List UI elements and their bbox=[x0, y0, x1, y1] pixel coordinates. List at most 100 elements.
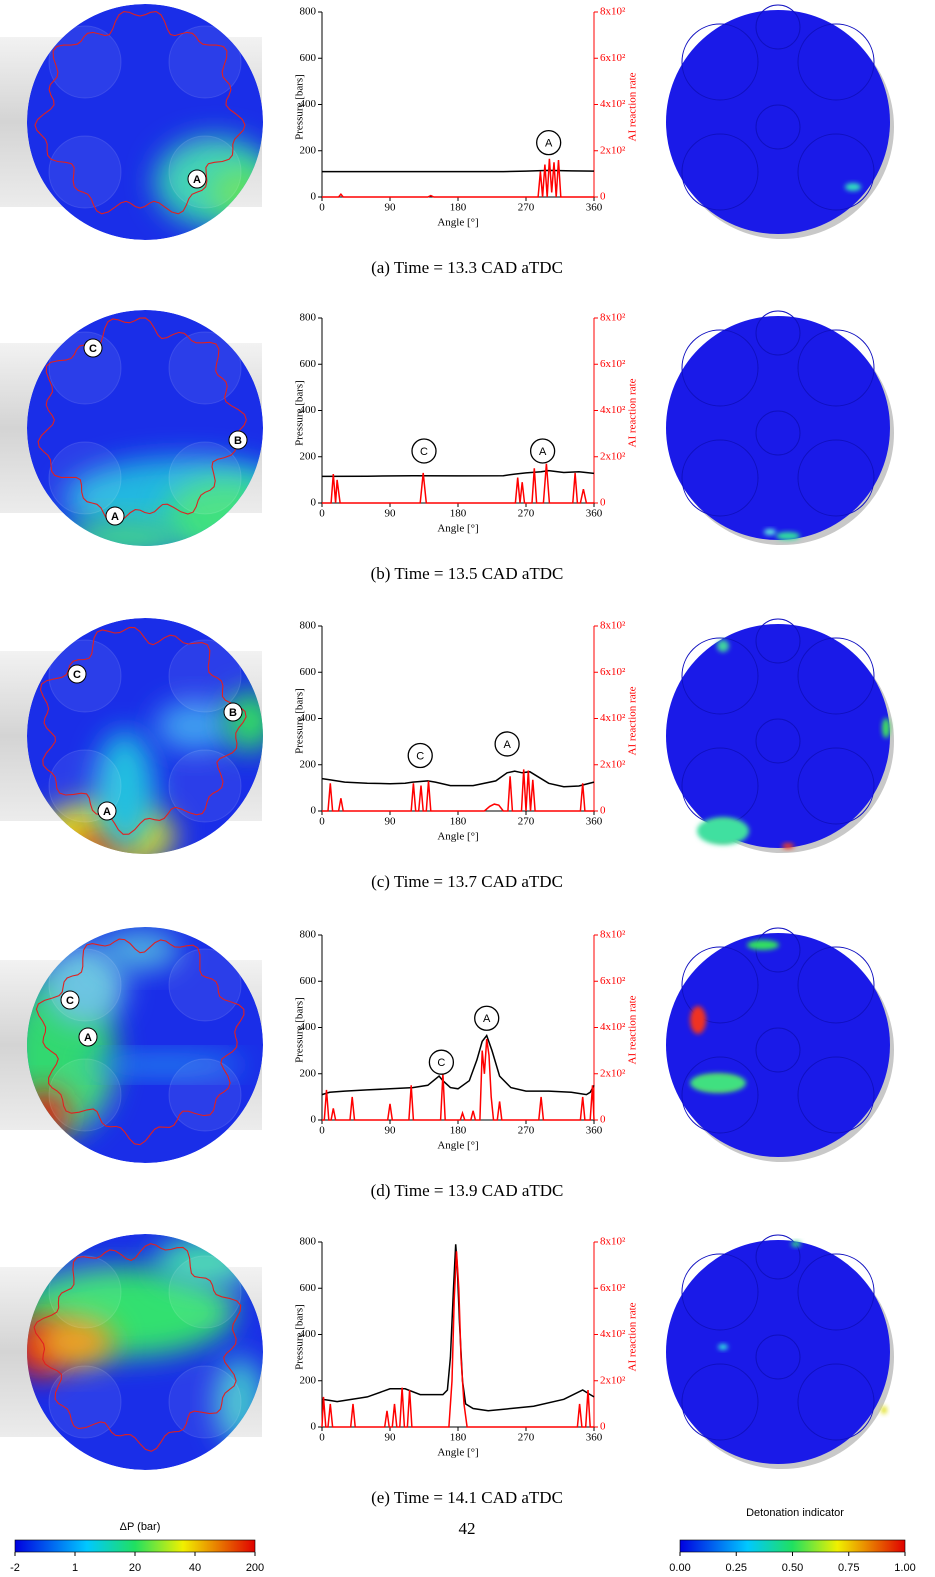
caption: (a) Time = 13.3 CAD aTDC bbox=[371, 258, 563, 277]
series-line bbox=[321, 770, 595, 788]
y-tick-label: 600 bbox=[300, 1282, 317, 1294]
label-marker bbox=[223, 702, 243, 722]
y-tick-label: 200 bbox=[300, 144, 317, 156]
pressure-field bbox=[27, 618, 263, 854]
annotation: A bbox=[545, 138, 553, 150]
flame-contour bbox=[34, 11, 246, 215]
image-label: C bbox=[89, 343, 97, 355]
colorbar-tick-label: 20 bbox=[129, 1562, 141, 1574]
y2-tick-label: 6x10² bbox=[600, 1282, 626, 1294]
image-label: A bbox=[111, 511, 119, 523]
y-axis-label: Pressure [bars] bbox=[294, 380, 306, 446]
valve-outline bbox=[48, 441, 122, 515]
annotation: A bbox=[503, 739, 511, 751]
flame-contour bbox=[37, 317, 247, 525]
field-blob bbox=[95, 731, 155, 851]
annotation: A bbox=[483, 1013, 491, 1025]
y2-tick-label: 6x10² bbox=[600, 358, 626, 370]
series-line bbox=[322, 1038, 595, 1121]
colorbar bbox=[14, 1539, 256, 1553]
x-tick-label: 0 bbox=[319, 816, 325, 828]
y2-tick-label: 6x10² bbox=[600, 666, 626, 678]
valve-outline bbox=[48, 1365, 122, 1439]
x-tick-label: 0 bbox=[319, 1125, 325, 1137]
x-tick-label: 90 bbox=[385, 1432, 397, 1444]
annotation-circle bbox=[529, 438, 556, 464]
flame-contour bbox=[35, 938, 245, 1146]
x-axis-label: Angle [°] bbox=[437, 1140, 478, 1152]
y-tick-label: 200 bbox=[300, 450, 317, 462]
colorbar-tick-label: 1 bbox=[72, 1562, 78, 1574]
colorbar-tick-label: 0.50 bbox=[782, 1562, 803, 1574]
pressure-field bbox=[27, 310, 263, 546]
x-axis-label: Angle [°] bbox=[437, 831, 478, 843]
y-tick-label: 800 bbox=[300, 929, 317, 941]
detonation-spot bbox=[776, 532, 800, 540]
y-tick-label: 800 bbox=[300, 620, 317, 632]
y-tick-label: 400 bbox=[300, 98, 317, 110]
valve-outline bbox=[681, 23, 759, 101]
x-tick-label: 90 bbox=[385, 816, 397, 828]
y2-tick-label: 2x10² bbox=[600, 1374, 626, 1386]
valve-outline bbox=[168, 25, 242, 99]
valve-outline bbox=[797, 439, 875, 517]
valve-outline bbox=[797, 946, 875, 1024]
detonation-spot bbox=[747, 940, 779, 950]
y2-axis-label: AI reaction rate bbox=[627, 995, 639, 1064]
series-line bbox=[321, 1034, 595, 1096]
y-axis-label: Pressure [bars] bbox=[294, 997, 306, 1063]
valve-outline bbox=[797, 1363, 875, 1441]
colorbar-tick-label: 40 bbox=[189, 1562, 201, 1574]
valve-outline bbox=[681, 1253, 759, 1331]
pressure-field bbox=[27, 1234, 263, 1470]
x-tick-label: 0 bbox=[319, 1432, 325, 1444]
y2-tick-label: 2x10² bbox=[600, 758, 626, 770]
x-tick-label: 360 bbox=[586, 1432, 603, 1444]
y2-tick-label: 0 bbox=[600, 1114, 606, 1126]
detonation-spot bbox=[881, 1406, 887, 1414]
colorbar-tick-label: 0.25 bbox=[726, 1562, 747, 1574]
valve-outline bbox=[168, 639, 242, 713]
image-label: C bbox=[73, 669, 81, 681]
valve-outline bbox=[755, 1027, 801, 1073]
label-marker bbox=[228, 430, 248, 450]
x-tick-label: 270 bbox=[518, 508, 535, 520]
x-tick-label: 0 bbox=[319, 202, 325, 214]
colorbar-tick-label: 0.75 bbox=[838, 1562, 859, 1574]
valve-outline bbox=[681, 133, 759, 211]
image-label: A bbox=[84, 1032, 92, 1044]
valve-outline bbox=[755, 618, 801, 664]
y2-axis-label: AI reaction rate bbox=[627, 1302, 639, 1371]
valve-outline bbox=[48, 948, 122, 1022]
y2-tick-label: 0 bbox=[600, 1421, 606, 1433]
y-axis-label: Pressure [bars] bbox=[294, 688, 306, 754]
valve-outline bbox=[681, 1363, 759, 1441]
y-tick-label: 400 bbox=[300, 1021, 317, 1033]
y-tick-label: 600 bbox=[300, 52, 317, 64]
annotation: A bbox=[539, 446, 547, 458]
detonation-spot bbox=[690, 1006, 706, 1034]
detonation-spot bbox=[782, 843, 794, 849]
x-tick-label: 270 bbox=[518, 202, 535, 214]
caption: (b) Time = 13.5 CAD aTDC bbox=[371, 564, 564, 583]
valve-outline bbox=[755, 1234, 801, 1280]
detonation-field bbox=[666, 1240, 890, 1464]
y2-tick-label: 6x10² bbox=[600, 975, 626, 987]
image-label: A bbox=[193, 174, 201, 186]
valve-outline bbox=[48, 331, 122, 405]
field-blob bbox=[155, 701, 235, 751]
valve-outline bbox=[797, 637, 875, 715]
x-tick-label: 360 bbox=[586, 508, 603, 520]
detonation-spot bbox=[718, 1344, 728, 1350]
image-label: B bbox=[229, 707, 237, 719]
x-tick-label: 90 bbox=[385, 202, 397, 214]
valve-outline bbox=[48, 135, 122, 209]
y-tick-label: 600 bbox=[300, 666, 317, 678]
valve-outline bbox=[797, 1056, 875, 1134]
y-tick-label: 200 bbox=[300, 758, 317, 770]
y-tick-label: 0 bbox=[311, 805, 317, 817]
y-tick-label: 800 bbox=[300, 1236, 317, 1248]
caption: (c) Time = 13.7 CAD aTDC bbox=[371, 872, 563, 891]
caption: (e) Time = 14.1 CAD aTDC bbox=[371, 1488, 563, 1507]
y-axis-label: Pressure [bars] bbox=[294, 1304, 306, 1370]
